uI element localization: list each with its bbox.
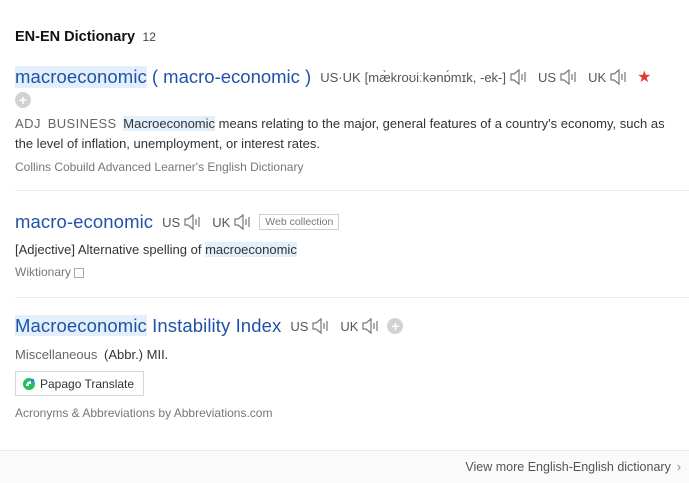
external-link-icon[interactable]: [74, 267, 85, 278]
speaker-icon[interactable]: [609, 68, 629, 86]
headword-highlight: Macroeconomic: [15, 315, 147, 336]
speaker-icon[interactable]: [183, 213, 203, 231]
misc-row: Miscellaneous (Abbr.) MII.: [15, 347, 689, 362]
speaker-icon[interactable]: [233, 213, 253, 231]
pron-region: UK: [340, 318, 359, 334]
definition: ADJ BUSINESS Macroeconomic means relatin…: [15, 114, 689, 154]
definition: [Adjective] Alternative spelling of macr…: [15, 240, 689, 260]
plus-icon[interactable]: +: [387, 318, 404, 334]
plus-icon[interactable]: +: [15, 92, 31, 108]
definition-text: means relating to the major, general fea…: [15, 116, 665, 151]
entry-instability-index: Macroeconomic Instability Index US UK + …: [15, 315, 689, 420]
entry-macroeconomic: macroeconomic ( macro-economic ) US·UK […: [15, 66, 689, 174]
misc-value: (Abbr.) MII.: [104, 347, 169, 362]
pron-region: US: [290, 318, 309, 334]
speaker-icon[interactable]: [509, 68, 529, 86]
papago-translate-button[interactable]: Papago Translate: [15, 371, 145, 396]
papago-label: Papago Translate: [40, 376, 135, 391]
part-of-speech: ADJ: [15, 116, 42, 131]
pron-region: US·UK: [320, 69, 361, 85]
divider: [15, 190, 689, 191]
variant-link[interactable]: ( macro-economic ): [151, 66, 312, 87]
dictionary-header: EN-EN Dictionary 12: [15, 28, 156, 46]
papago-icon: [23, 377, 35, 390]
source-label: Collins Cobuild Advanced Learner's Engli…: [15, 160, 304, 174]
divider: [15, 297, 689, 298]
speaker-icon[interactable]: [361, 317, 381, 335]
speaker-icon[interactable]: [311, 317, 331, 335]
pron-region: US: [162, 214, 181, 230]
pron-region: UK: [212, 214, 231, 230]
definition-text: [Adjective] Alternative spelling of: [15, 242, 206, 257]
pron-region: US: [538, 69, 557, 85]
headword-link[interactable]: macroeconomic: [15, 66, 147, 88]
footer: View more English-English dictionary ›: [0, 450, 689, 483]
star-icon[interactable]: ★: [637, 69, 652, 86]
subject-label: BUSINESS: [47, 116, 117, 131]
headword-link[interactable]: macro-economic: [15, 211, 154, 232]
web-collection-tag: Web collection: [259, 214, 340, 230]
speaker-icon[interactable]: [559, 68, 579, 86]
phonetic: [mæ̀kroʊiːkənɒ́mɪk, -ek-]: [364, 69, 506, 85]
result-count: 12: [142, 30, 156, 44]
headword-rest: Instability Index: [146, 315, 282, 336]
view-more-label: View more English-English dictionary: [465, 460, 671, 474]
entry-macro-economic: macro-economic US UK Web collection [Adj…: [15, 211, 689, 279]
dictionary-title: EN-EN Dictionary: [15, 29, 136, 45]
pron-region: UK: [588, 69, 607, 85]
definition-term: Macroeconomic: [123, 116, 216, 131]
chevron-right-icon: ›: [676, 460, 681, 474]
misc-label: Miscellaneous: [15, 347, 98, 362]
headword-link[interactable]: Macroeconomic Instability Index: [15, 315, 281, 337]
view-more-link[interactable]: View more English-English dictionary ›: [465, 460, 681, 474]
source-label: Acronyms & Abbreviations by Abbreviation…: [15, 406, 273, 420]
source-row: Wiktionary: [15, 265, 689, 279]
definition-term: macroeconomic: [205, 242, 297, 257]
source-label: Wiktionary: [15, 265, 72, 279]
